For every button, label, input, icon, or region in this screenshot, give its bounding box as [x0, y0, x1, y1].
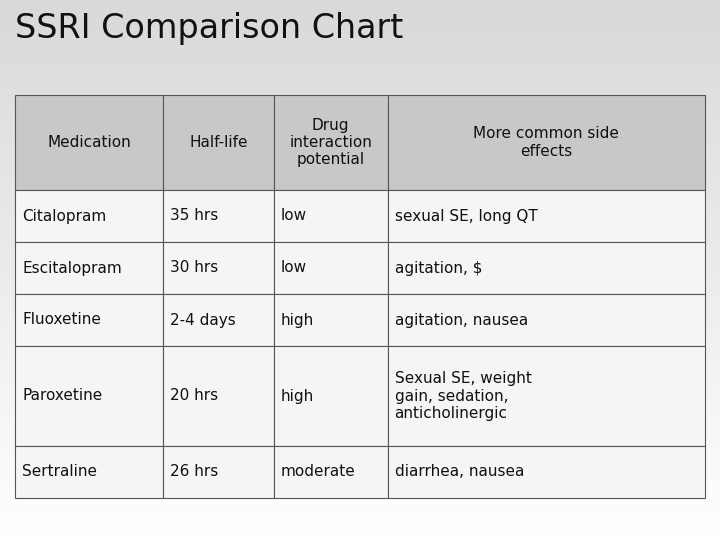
Bar: [163, 95, 274, 190]
Text: low: low: [281, 260, 307, 275]
Text: Medication: Medication: [48, 135, 131, 150]
Bar: [387, 242, 705, 294]
Bar: [163, 190, 274, 242]
Text: Fluoxetine: Fluoxetine: [22, 313, 101, 327]
Bar: [274, 190, 387, 242]
Text: Escitalopram: Escitalopram: [22, 260, 122, 275]
Text: Half-life: Half-life: [189, 135, 248, 150]
Bar: [163, 346, 274, 446]
Bar: [387, 346, 705, 446]
Text: sexual SE, long QT: sexual SE, long QT: [395, 208, 537, 224]
Text: Citalopram: Citalopram: [22, 208, 107, 224]
Text: 30 hrs: 30 hrs: [171, 260, 219, 275]
Text: 20 hrs: 20 hrs: [171, 388, 218, 403]
Text: high: high: [281, 313, 314, 327]
Bar: [274, 446, 387, 498]
Text: 35 hrs: 35 hrs: [171, 208, 219, 224]
Text: 26 hrs: 26 hrs: [171, 464, 219, 480]
Bar: [15, 294, 163, 346]
Bar: [274, 346, 387, 446]
Text: agitation, $: agitation, $: [395, 260, 482, 275]
Bar: [274, 95, 387, 190]
Text: high: high: [281, 388, 314, 403]
Text: Paroxetine: Paroxetine: [22, 388, 102, 403]
Bar: [387, 446, 705, 498]
Bar: [163, 242, 274, 294]
Text: moderate: moderate: [281, 464, 356, 480]
Bar: [163, 446, 274, 498]
Text: SSRI Comparison Chart: SSRI Comparison Chart: [15, 12, 403, 45]
Bar: [15, 346, 163, 446]
Text: Drug
interaction
potential: Drug interaction potential: [289, 118, 372, 167]
Bar: [387, 190, 705, 242]
Bar: [274, 242, 387, 294]
Bar: [15, 190, 163, 242]
Text: 2-4 days: 2-4 days: [171, 313, 236, 327]
Bar: [387, 294, 705, 346]
Bar: [15, 446, 163, 498]
Text: diarrhea, nausea: diarrhea, nausea: [395, 464, 524, 480]
Text: Sexual SE, weight
gain, sedation,
anticholinergic: Sexual SE, weight gain, sedation, antich…: [395, 371, 531, 421]
Bar: [163, 294, 274, 346]
Text: Sertraline: Sertraline: [22, 464, 97, 480]
Bar: [15, 95, 163, 190]
Text: low: low: [281, 208, 307, 224]
Bar: [274, 294, 387, 346]
Bar: [387, 95, 705, 190]
Text: agitation, nausea: agitation, nausea: [395, 313, 528, 327]
Text: More common side
effects: More common side effects: [473, 126, 619, 159]
Bar: [15, 242, 163, 294]
